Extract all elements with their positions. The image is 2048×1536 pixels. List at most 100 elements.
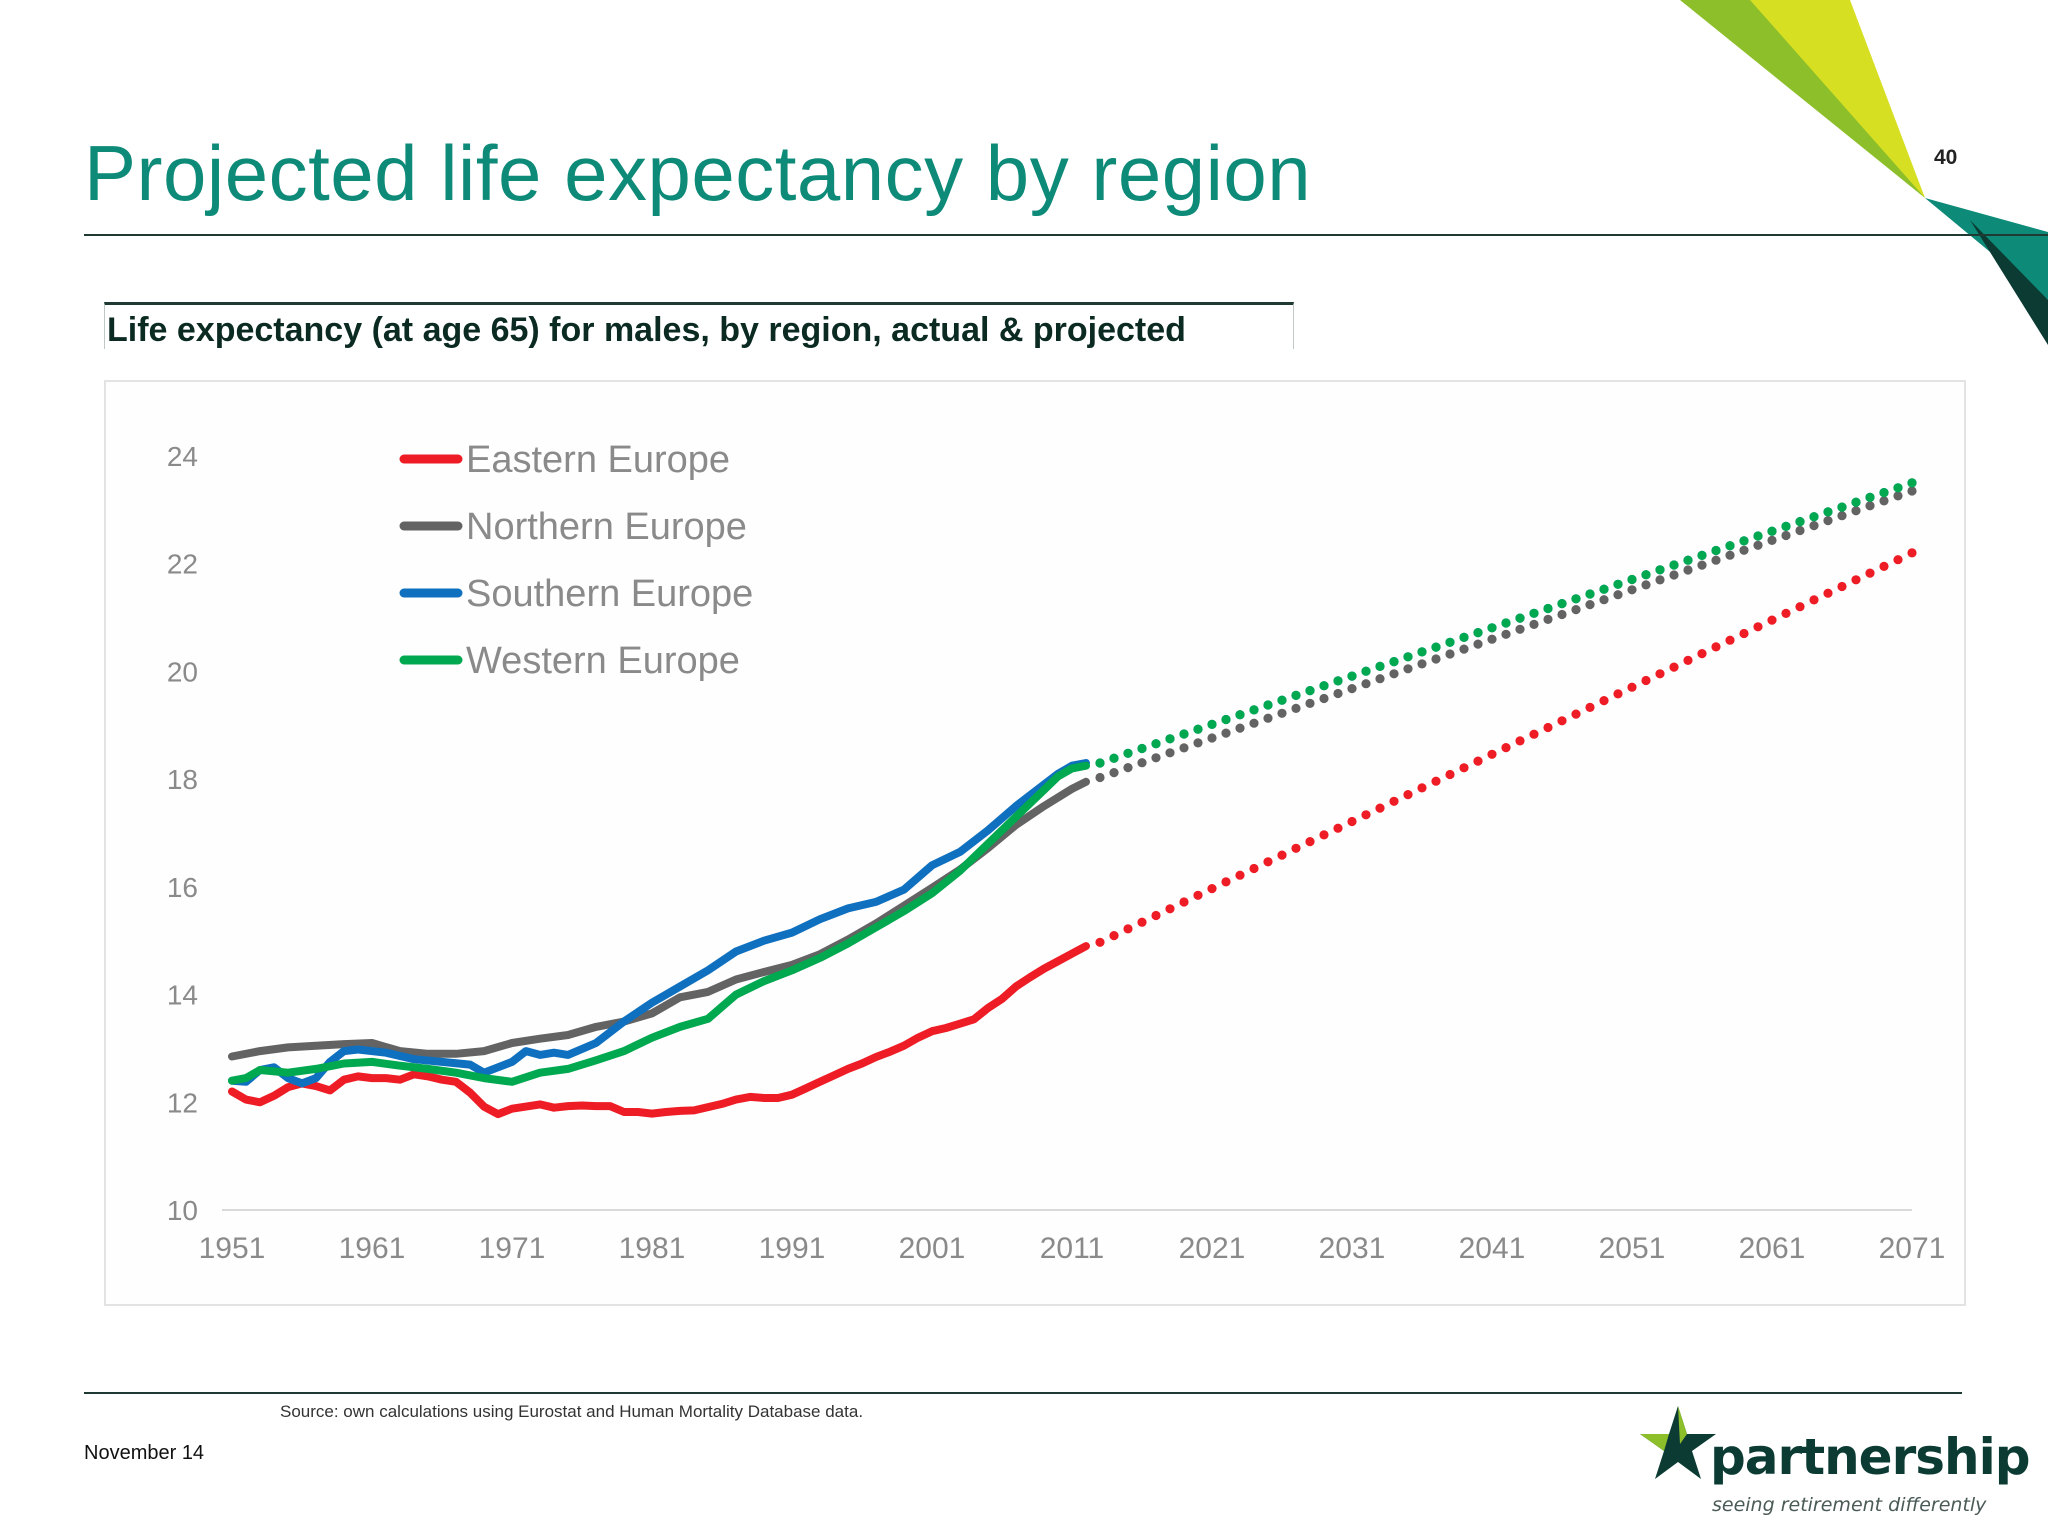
line-chart: 10 12 14 16 18 20 22 24 1951 1961 1971 1981 1991 2001…: [167, 439, 1946, 1265]
projection-dot-northern-europe: [1557, 609, 1567, 620]
x-tick-label: 2011: [1040, 1232, 1105, 1265]
projection-dot-eastern-europe: [1823, 588, 1833, 598]
projection-dot-eastern-europe: [1893, 555, 1903, 565]
projection-dot-western-europe: [1725, 541, 1735, 551]
projection-dot-northern-europe: [1179, 743, 1189, 753]
projection-dot-northern-europe: [1123, 763, 1133, 773]
projection-dot-western-europe: [1291, 690, 1301, 700]
projection-dot-northern-europe: [1487, 634, 1497, 644]
projection-dot-western-europe: [1655, 565, 1665, 575]
projection-dot-eastern-europe: [1529, 729, 1539, 739]
projection-dot-northern-europe: [1459, 644, 1469, 654]
projection-dot-western-europe: [1613, 579, 1623, 589]
projection-dot-northern-europe: [1109, 768, 1119, 778]
projection-dot-western-europe: [1851, 497, 1861, 507]
projection-dot-eastern-europe: [1277, 850, 1287, 860]
projection-dot-northern-europe: [1347, 684, 1357, 694]
projection-dot-eastern-europe: [1571, 709, 1581, 719]
projection-dot-northern-europe: [1263, 713, 1273, 723]
projection-dot-eastern-europe: [1683, 655, 1693, 665]
projection-dot-western-europe: [1767, 526, 1777, 536]
y-tick-label: 24: [167, 441, 198, 472]
projection-dot-eastern-europe: [1403, 790, 1413, 800]
y-tick-label: 10: [167, 1195, 198, 1226]
projection-dot-northern-europe: [1361, 679, 1371, 689]
projection-dot-western-europe: [1781, 521, 1791, 531]
projection-dot-northern-europe: [1893, 491, 1903, 501]
projection-dot-western-europe: [1361, 666, 1371, 676]
footer-divider: [84, 1392, 1962, 1394]
legend-label-southern-europe: Southern Europe: [466, 573, 753, 615]
projection-dot-western-europe: [1501, 618, 1511, 628]
series-line-eastern-europe: [228, 942, 1090, 1119]
projection-dot-northern-europe: [1403, 664, 1413, 674]
projection-dot-northern-europe: [1445, 649, 1455, 659]
projection-dot-western-europe: [1249, 705, 1259, 715]
projection-dot-northern-europe: [1137, 758, 1147, 768]
projection-dot-eastern-europe: [1655, 669, 1665, 679]
projection-dot-western-europe: [1403, 652, 1413, 662]
projection-dot-western-europe: [1515, 613, 1525, 623]
x-tick-label: 2051: [1599, 1232, 1666, 1265]
projection-dot-northern-europe: [1389, 669, 1399, 679]
projection-dot-northern-europe: [1529, 619, 1539, 629]
projection-dot-western-europe: [1165, 734, 1175, 744]
projection-dot-eastern-europe: [1837, 581, 1847, 592]
projection-dot-northern-europe: [1319, 693, 1329, 704]
projection-dot-western-europe: [1347, 671, 1357, 681]
projection-dot-northern-europe: [1879, 496, 1889, 506]
projection-dot-northern-europe: [1333, 688, 1343, 699]
projection-dot-western-europe: [1095, 758, 1105, 768]
projection-dot-western-europe: [1123, 748, 1133, 758]
projection-dot-northern-europe: [1473, 639, 1483, 649]
projection-dot-western-europe: [1627, 574, 1637, 585]
projection-dot-northern-europe: [1725, 550, 1735, 560]
projection-dot-northern-europe: [1683, 565, 1693, 575]
projection-dot-western-europe: [1389, 657, 1399, 667]
x-tick-label: 1991: [759, 1232, 826, 1265]
corner-decoration: [1680, 0, 2048, 345]
projection-dot-eastern-europe: [1781, 608, 1791, 618]
projection-dot-northern-europe: [1305, 698, 1315, 708]
x-tick-label: 2031: [1319, 1232, 1386, 1265]
logo-tagline: seeing retirement differently: [1712, 1494, 1987, 1516]
projection-dot-northern-europe: [1697, 560, 1707, 570]
projection-dot-eastern-europe: [1431, 776, 1441, 786]
projection-dot-eastern-europe: [1165, 904, 1175, 914]
projection-dot-eastern-europe: [1557, 716, 1567, 726]
projection-dot-northern-europe: [1165, 748, 1175, 758]
x-tick-label: 1961: [339, 1232, 406, 1265]
projection-dot-eastern-europe: [1179, 897, 1189, 907]
projection-dot-western-europe: [1823, 507, 1833, 517]
projection-dot-northern-europe: [1753, 540, 1763, 550]
projection-dot-eastern-europe: [1907, 548, 1917, 558]
projection-dot-western-europe: [1179, 729, 1189, 739]
projection-dot-eastern-europe: [1375, 803, 1385, 813]
projection-dot-western-europe: [1697, 550, 1707, 560]
projection-dot-western-europe: [1543, 603, 1553, 614]
projection-dot-northern-europe: [1795, 525, 1805, 536]
projection-dot-eastern-europe: [1613, 689, 1623, 699]
y-tick-label: 20: [167, 656, 198, 687]
projection-dot-western-europe: [1473, 628, 1483, 638]
projection-dot-western-europe: [1221, 714, 1231, 725]
chart-title-box: Life expectancy (at age 65) for males, b…: [104, 302, 1294, 349]
projection-dot-western-europe: [1641, 570, 1651, 580]
projection-dot-western-europe: [1445, 637, 1455, 647]
series-line-northern-europe: [228, 777, 1090, 1061]
projection-dot-western-europe: [1459, 632, 1469, 642]
projection-dot-western-europe: [1193, 724, 1203, 734]
x-tick-label: 2001: [899, 1232, 966, 1265]
projection-dot-northern-europe: [1277, 708, 1287, 718]
projection-dot-northern-europe: [1515, 624, 1525, 634]
projection-dot-eastern-europe: [1501, 743, 1511, 753]
projection-dot-western-europe: [1417, 647, 1427, 657]
projection-dot-northern-europe: [1767, 535, 1777, 545]
projection-dot-western-europe: [1263, 700, 1273, 710]
projection-dot-northern-europe: [1823, 516, 1833, 526]
partnership-logo: partnership seeing retirement differentl…: [1640, 1400, 2031, 1530]
projection-dot-western-europe: [1585, 589, 1595, 599]
projection-dot-northern-europe: [1221, 728, 1231, 738]
projection-dot-eastern-europe: [1109, 931, 1119, 941]
projection-dot-eastern-europe: [1319, 830, 1329, 840]
